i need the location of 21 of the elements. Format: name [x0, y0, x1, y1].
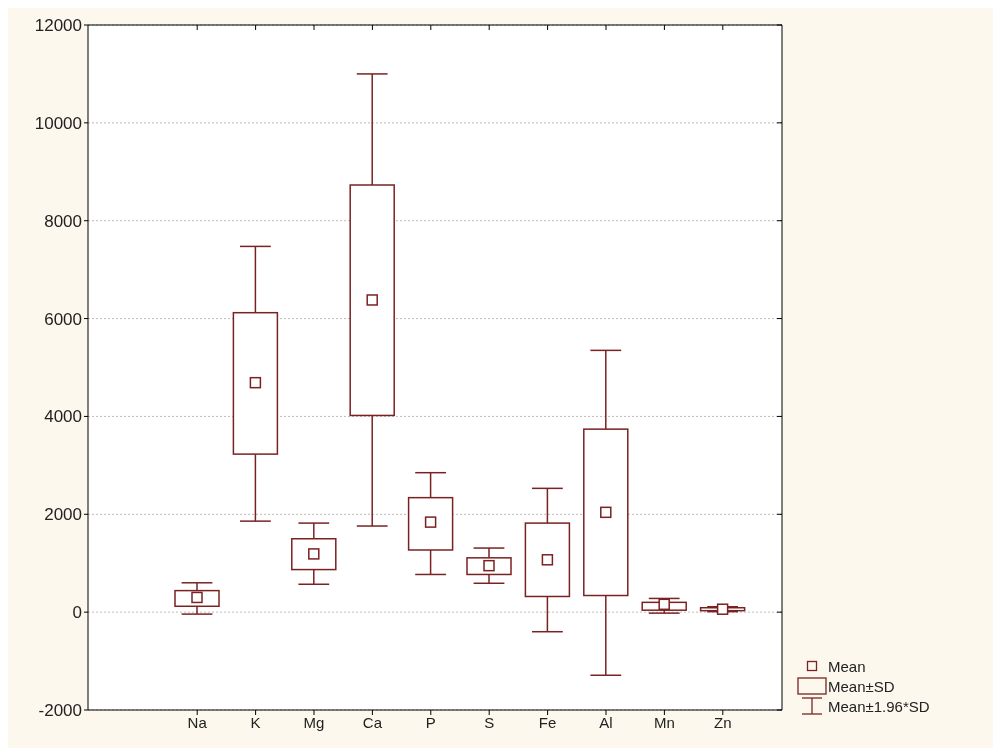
x-tick-label: Ca	[362, 713, 383, 731]
x-tick-label: Mn	[653, 713, 675, 731]
y-tick-label: 10000	[34, 113, 82, 133]
x-tick-label: Na	[187, 713, 208, 731]
text: Mean±SD	[828, 677, 895, 695]
y-tick-label: 0	[72, 603, 82, 623]
x-tick-label: S	[484, 713, 495, 731]
y-tick-label: 12000	[34, 16, 82, 36]
text: Mean±1.96*SD	[828, 697, 930, 715]
x-tick-label: Al	[599, 713, 613, 731]
x-tick-label: K	[250, 713, 261, 731]
y-tick-label: 2000	[44, 505, 82, 525]
y-tick-label: 8000	[44, 211, 82, 231]
y-tick-label: 4000	[44, 407, 82, 427]
y-tick-label: 6000	[44, 309, 82, 329]
x-tick-label: Fe	[538, 713, 557, 731]
x-tick-label: Zn	[714, 713, 732, 731]
text: Mean	[828, 657, 866, 675]
y-tick-label: -2000	[38, 701, 82, 721]
x-tick-label: Mg	[303, 713, 325, 731]
x-tick-label: P	[425, 713, 436, 731]
